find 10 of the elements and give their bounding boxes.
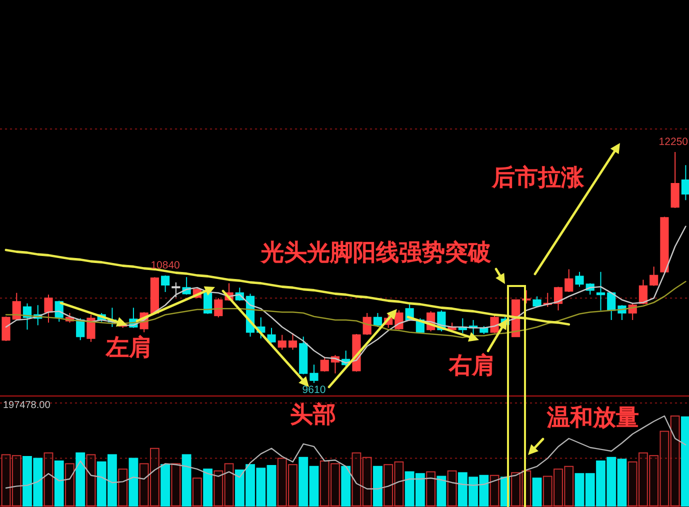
annotation: 左肩 [105, 334, 152, 361]
text: 197478.00 [3, 400, 51, 411]
annotation: 右肩 [448, 352, 495, 379]
annotation: 10840 [150, 259, 180, 272]
annotation: 头部 [290, 402, 336, 428]
annotation: 后市拉涨 [491, 164, 585, 191]
annotation: 9610 [302, 384, 326, 396]
annotation: 光头光脚阳线强势突破 [260, 239, 492, 266]
annotation: 12250 [658, 136, 688, 148]
annotation: 温和放量 [546, 405, 639, 431]
